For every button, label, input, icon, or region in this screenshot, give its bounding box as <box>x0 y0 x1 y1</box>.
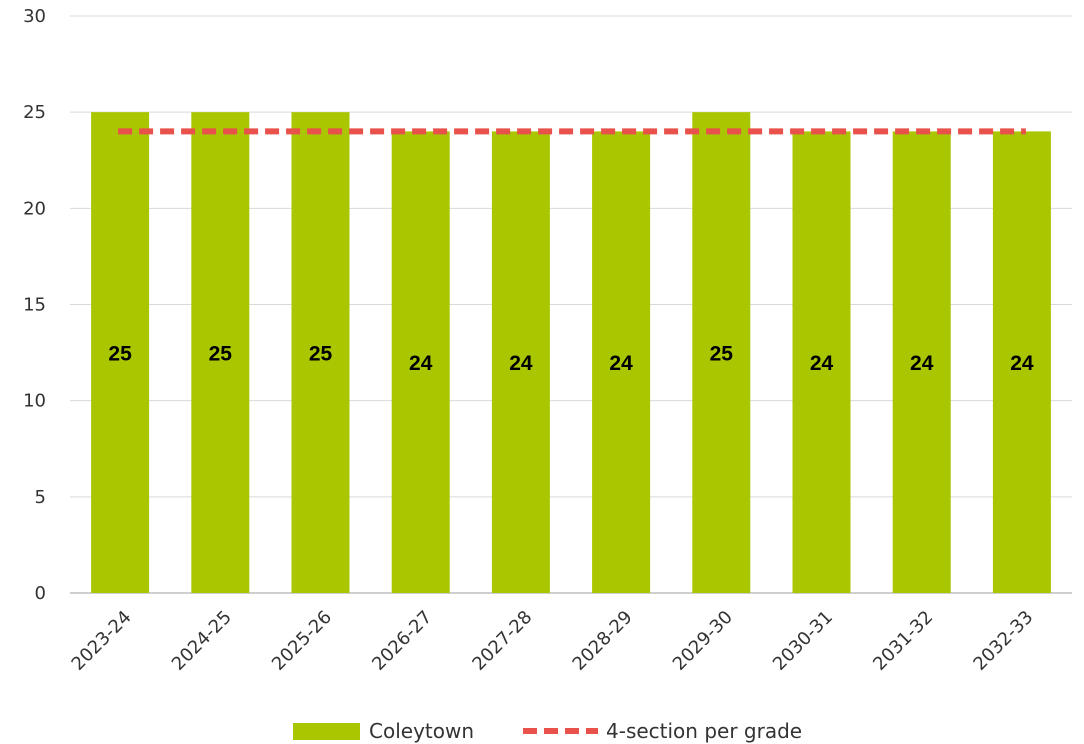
data-label: 24 <box>509 352 533 375</box>
bar-2032-33 <box>992 131 1051 593</box>
bar-2024-25 <box>191 112 250 594</box>
bar-2028-29 <box>592 131 651 593</box>
data-label: 25 <box>309 343 333 366</box>
bar-2025-26 <box>291 112 350 594</box>
x-tick-label: 2023-24 <box>68 607 136 675</box>
x-axis-ticks: 2023-24 2024-25 2025-26 2026-27 2027-28 2028-… <box>68 607 1038 675</box>
bar-2026-27 <box>391 131 450 593</box>
bar-2031-32 <box>892 131 951 593</box>
y-tick-label: 0 <box>35 583 46 604</box>
x-tick-label: 2031-32 <box>869 607 937 675</box>
data-label: 24 <box>409 352 433 375</box>
x-tick-label: 2024-25 <box>168 607 236 675</box>
legend-swatch-coleytown <box>293 723 360 740</box>
legend: Coleytown 4-section per grade <box>293 719 802 743</box>
bar-2027-28 <box>491 131 550 593</box>
x-tick-label: 2026-27 <box>368 607 436 675</box>
y-axis-ticks: 0 5 10 15 20 25 30 <box>23 6 46 604</box>
data-label: 25 <box>108 343 132 366</box>
bar-2030-31 <box>792 131 851 593</box>
legend-label-coleytown: Coleytown <box>369 719 474 743</box>
data-label: 24 <box>810 352 834 375</box>
bar-2029-30 <box>692 112 751 594</box>
x-tick-label: 2028-29 <box>569 607 637 675</box>
y-tick-label: 30 <box>23 6 46 27</box>
x-tick-label: 2027-28 <box>468 607 536 675</box>
data-label: 25 <box>710 343 734 366</box>
x-tick-label: 2030-31 <box>769 607 837 675</box>
bars <box>91 112 1051 594</box>
y-tick-label: 20 <box>23 198 46 219</box>
bar-2023-24 <box>91 112 150 594</box>
legend-label-reference-line: 4-section per grade <box>606 719 802 743</box>
x-tick-label: 2029-30 <box>669 607 737 675</box>
y-tick-label: 10 <box>23 391 46 412</box>
y-tick-label: 15 <box>23 295 46 316</box>
data-label: 25 <box>209 343 233 366</box>
y-tick-label: 5 <box>35 487 46 508</box>
x-tick-label: 2025-26 <box>268 607 336 675</box>
y-tick-label: 25 <box>23 102 46 123</box>
data-labels: 25 25 25 24 24 24 25 24 24 24 <box>108 343 1033 376</box>
data-label: 24 <box>910 352 934 375</box>
x-tick-label: 2032-33 <box>969 607 1037 675</box>
data-label: 24 <box>609 352 633 375</box>
data-label: 24 <box>1010 352 1034 375</box>
